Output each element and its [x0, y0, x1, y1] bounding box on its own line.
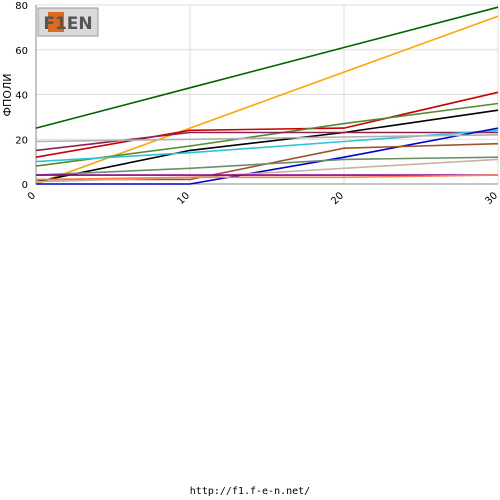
svg-text:F1EN: F1EN — [43, 14, 92, 34]
x-tick-label: 30 — [483, 190, 500, 207]
y-tick-label: 40 — [15, 91, 28, 102]
series-line — [35, 131, 498, 152]
footer-url[interactable]: http://f1.f-e-n.net/ — [189, 486, 311, 497]
series-line — [35, 174, 499, 181]
y-tick-label: 20 — [15, 135, 28, 146]
series-line — [36, 142, 499, 181]
f1en-logo: F1EN — [37, 7, 99, 37]
series-line — [35, 102, 499, 167]
series-line — [36, 127, 499, 185]
y-tick-label: 0 — [22, 180, 28, 191]
series-line — [35, 158, 499, 183]
y-axis-title: ФПОЛИ — [1, 74, 14, 117]
series-line — [35, 6, 499, 129]
x-tick-label: 20 — [329, 190, 346, 207]
series-line — [35, 91, 499, 158]
series-line — [35, 109, 499, 183]
series-line — [35, 156, 499, 176]
x-tick-label: 10 — [175, 190, 192, 207]
series-line — [35, 134, 499, 143]
y-tick-label: 80 — [15, 1, 28, 12]
y-tick-label: 60 — [15, 46, 28, 57]
chart-series — [35, 6, 499, 185]
x-tick-label: 0 — [26, 190, 38, 202]
